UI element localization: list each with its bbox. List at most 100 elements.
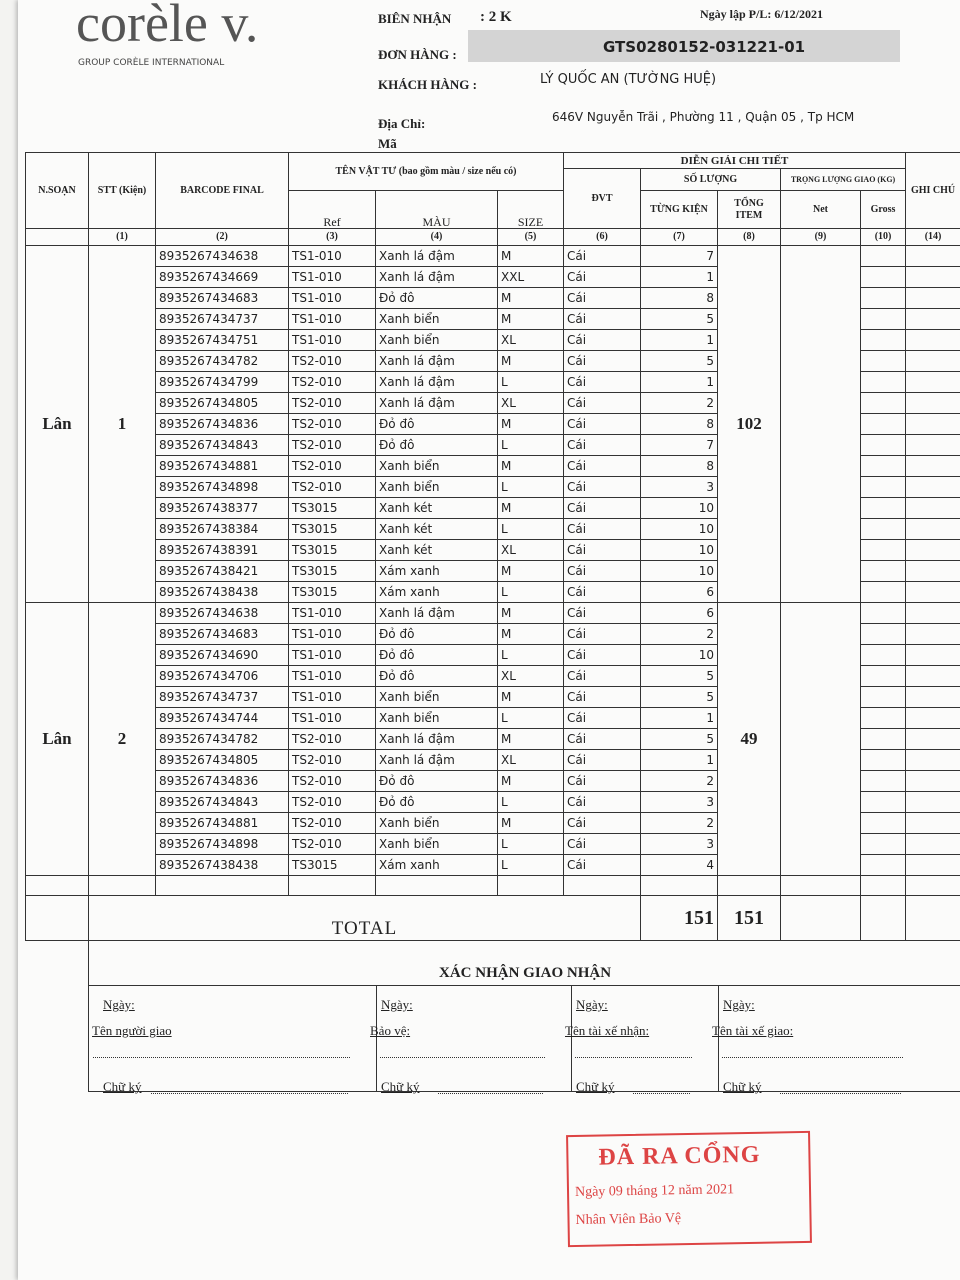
quantity: 2 — [640, 623, 719, 645]
header-cell: DIỄN GIẢI CHI TIẾT — [563, 152, 907, 169]
logo: corèle v. — [76, 0, 259, 53]
barcode: 8935267434836 — [155, 413, 289, 435]
note — [905, 728, 960, 750]
empty-cell — [496, 875, 565, 896]
quantity: 3 — [640, 833, 719, 855]
unit: Cái — [563, 329, 642, 351]
table-row: N.SOẠN STT (Kiện) BARCODE FINAL TÊN VẬT TƯ … — [25, 152, 960, 229]
ref: TS2-010 — [288, 812, 376, 834]
note — [905, 581, 960, 603]
size: L — [496, 854, 565, 876]
size: L — [496, 476, 565, 498]
note — [905, 770, 960, 792]
column-number: (6) — [563, 228, 642, 246]
size: L — [496, 371, 565, 393]
unit: Cái — [563, 476, 642, 498]
gross — [860, 476, 907, 498]
barcode: 8935267438421 — [155, 560, 289, 582]
field-label: Ngày: — [576, 997, 608, 1012]
note — [905, 350, 960, 372]
empty-cell — [375, 875, 498, 896]
note — [905, 371, 960, 393]
color: Xanh lá đậm — [375, 602, 498, 624]
table-row: 8935267434805 TS2-010 Xanh lá đậm XL Cái 1 — [26, 749, 960, 771]
quantity: 10 — [640, 539, 719, 561]
size: L — [496, 644, 565, 666]
ref: TS2-010 — [288, 371, 376, 393]
header-cell: ĐVT — [563, 168, 642, 229]
header-cell: TỔNG ITEM — [717, 190, 782, 229]
column-number: (8) — [717, 228, 782, 246]
note — [905, 518, 960, 540]
barcode: 8935267434683 — [155, 623, 289, 645]
unit: Cái — [563, 854, 642, 876]
net — [780, 245, 862, 603]
unit: Cái — [563, 728, 642, 750]
table-row: TOTAL 151 151 — [25, 895, 960, 941]
quantity: 1 — [640, 707, 719, 729]
size: XL — [496, 749, 565, 771]
note — [905, 602, 960, 624]
note — [905, 329, 960, 351]
barcode: 8935267434843 — [155, 791, 289, 813]
quantity: 8 — [640, 455, 719, 477]
empty-cell — [780, 875, 862, 896]
table-row: 8935267438384 TS3015 Xanh két L Cái 10 — [26, 518, 960, 540]
size: M — [496, 287, 565, 309]
note — [905, 854, 960, 876]
header-cell: SỐ LƯỢNG — [640, 168, 782, 191]
stamp: ĐÃ RA CỔNG Ngày 09 tháng 12 năm 2021 Nhâ… — [566, 1130, 812, 1248]
color: Xanh biển — [375, 686, 498, 708]
size: M — [496, 455, 565, 477]
unit: Cái — [563, 560, 642, 582]
note — [905, 455, 960, 477]
confirmation: XÁC NHẬN GIAO NHẬN Ngày: Tên người giao Chữ… — [88, 940, 960, 1094]
customer-label: KHÁCH HÀNG : — [378, 77, 477, 92]
gross — [860, 413, 907, 435]
field-label: Ngày: — [103, 997, 135, 1012]
total-item: 151 — [717, 895, 782, 941]
barcode: 8935267434805 — [155, 749, 289, 771]
barcode: 8935267438438 — [155, 581, 289, 603]
table-row: 8935267434782 TS2-010 Xanh lá đậm M Cái 5 — [26, 728, 960, 750]
color: Xanh biển — [375, 833, 498, 855]
unit: Cái — [563, 539, 642, 561]
header-cell: GHI CHÚ — [905, 152, 960, 229]
size: M — [496, 560, 565, 582]
table-row: 8935267434737 TS1-010 Xanh biển M Cái 5 — [26, 308, 960, 330]
quantity: 7 — [640, 434, 719, 456]
column-number: (5) — [496, 228, 565, 246]
empty-cell — [155, 875, 289, 896]
size: L — [496, 833, 565, 855]
barcode: 8935267434638 — [155, 245, 289, 267]
field-label: Bảo vệ: — [370, 1023, 411, 1038]
color: Đỏ đô — [375, 413, 498, 435]
quantity: 1 — [640, 749, 719, 771]
detail-table: N.SOẠN STT (Kiện) BARCODE FINAL TÊN VẬT TƯ … — [25, 152, 960, 941]
gross — [860, 308, 907, 330]
size: M — [496, 245, 565, 267]
packer: Lân — [25, 602, 89, 876]
size: M — [496, 728, 565, 750]
quantity: 8 — [640, 287, 719, 309]
quantity: 6 — [640, 581, 719, 603]
unit: Cái — [563, 623, 642, 645]
empty-cell — [905, 895, 960, 941]
gross — [860, 350, 907, 372]
gross — [860, 749, 907, 771]
color: Xanh lá đậm — [375, 266, 498, 288]
table-row: Lân 2 8935267434638 TS1-010 Xanh lá đậm M Cái 6… — [25, 602, 960, 876]
empty-cell — [25, 895, 89, 941]
size: XL — [496, 665, 565, 687]
field-label: Tên người giao — [92, 1023, 172, 1038]
order-box — [468, 30, 900, 62]
unit: Cái — [563, 791, 642, 813]
color: Xanh lá đậm — [375, 350, 498, 372]
total-label: TOTAL — [87, 895, 642, 941]
gross — [860, 602, 907, 624]
color: Xám xanh — [375, 560, 498, 582]
color: Đỏ đô — [375, 665, 498, 687]
gross — [860, 287, 907, 309]
header-cell: SIZE — [496, 190, 565, 229]
color: Xanh biển — [375, 455, 498, 477]
